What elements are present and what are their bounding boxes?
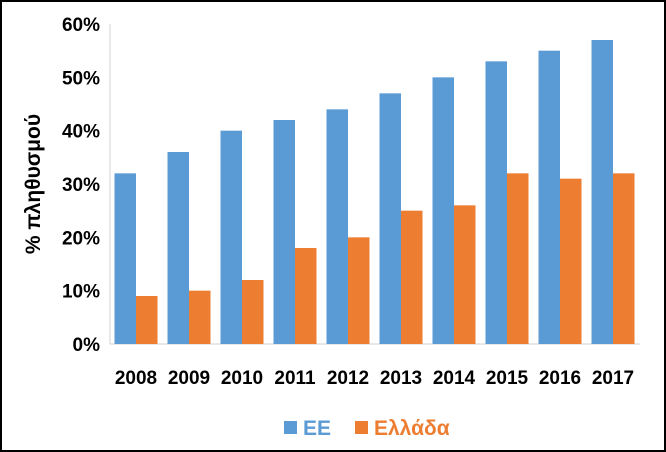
bar-ellada-2012 — [348, 237, 370, 344]
legend: ΕΕ Ελλάδα — [284, 417, 450, 440]
bar-ellada-2011 — [295, 248, 317, 344]
y-axis-title-group: % πληθυσμού — [22, 114, 45, 254]
y-tick-label: 30% — [62, 175, 100, 196]
bar-ee-2014 — [432, 77, 454, 344]
bar-ee-2013 — [379, 93, 401, 344]
x-tick-label: 2014 — [433, 368, 476, 389]
bar-ellada-2015 — [507, 173, 529, 344]
legend-label: Ελλάδα — [374, 417, 450, 440]
bar-ellada-2017 — [613, 173, 635, 344]
bar-ellada-2008 — [136, 296, 158, 344]
bar-ee-2012 — [326, 109, 348, 344]
x-tick-label: 2009 — [168, 368, 210, 389]
x-tick-label: 2015 — [486, 368, 529, 389]
y-tick-label: 50% — [62, 68, 100, 89]
bar-ee-2016 — [538, 50, 560, 345]
bar-ee-2015 — [485, 61, 507, 344]
x-tick-label: 2012 — [327, 368, 369, 389]
y-tick-label: 10% — [62, 282, 100, 303]
bar-ee-2011 — [273, 120, 295, 344]
bar-ee-2010 — [220, 130, 242, 344]
legend-swatch — [355, 421, 368, 434]
bar-ellada-2010 — [242, 280, 264, 344]
bar-ellada-2009 — [189, 290, 211, 344]
y-tick-label: 0% — [73, 335, 101, 356]
x-tick-label: 2008 — [115, 368, 157, 389]
bar-ellada-2014 — [454, 205, 476, 344]
bars — [114, 40, 635, 345]
x-tick-label: 2017 — [592, 368, 634, 389]
x-tick-label: 2010 — [221, 368, 263, 389]
y-tick-label: 40% — [62, 122, 100, 143]
legend-swatch — [284, 421, 297, 434]
bar-ellada-2016 — [560, 178, 582, 344]
bar-ee-2017 — [591, 40, 613, 344]
y-axis-title: % πληθυσμού — [22, 114, 45, 254]
y-tick-label: 20% — [62, 228, 100, 249]
x-tick-label: 2016 — [539, 368, 581, 389]
y-tick-labels: 0% 10% 20% 30% 40% 50% 60% — [62, 15, 100, 356]
bar-ee-2008 — [114, 173, 136, 344]
x-tick-label: 2013 — [380, 368, 422, 389]
legend-label: ΕΕ — [303, 417, 331, 440]
y-tick-label: 60% — [62, 15, 100, 36]
x-tick-labels: 2008 2009 2010 2011 2012 2013 2014 2015 2016 2017 — [115, 368, 634, 389]
bar-ee-2009 — [167, 152, 189, 344]
x-tick-label: 2011 — [274, 368, 316, 389]
bar-ellada-2013 — [401, 210, 423, 344]
